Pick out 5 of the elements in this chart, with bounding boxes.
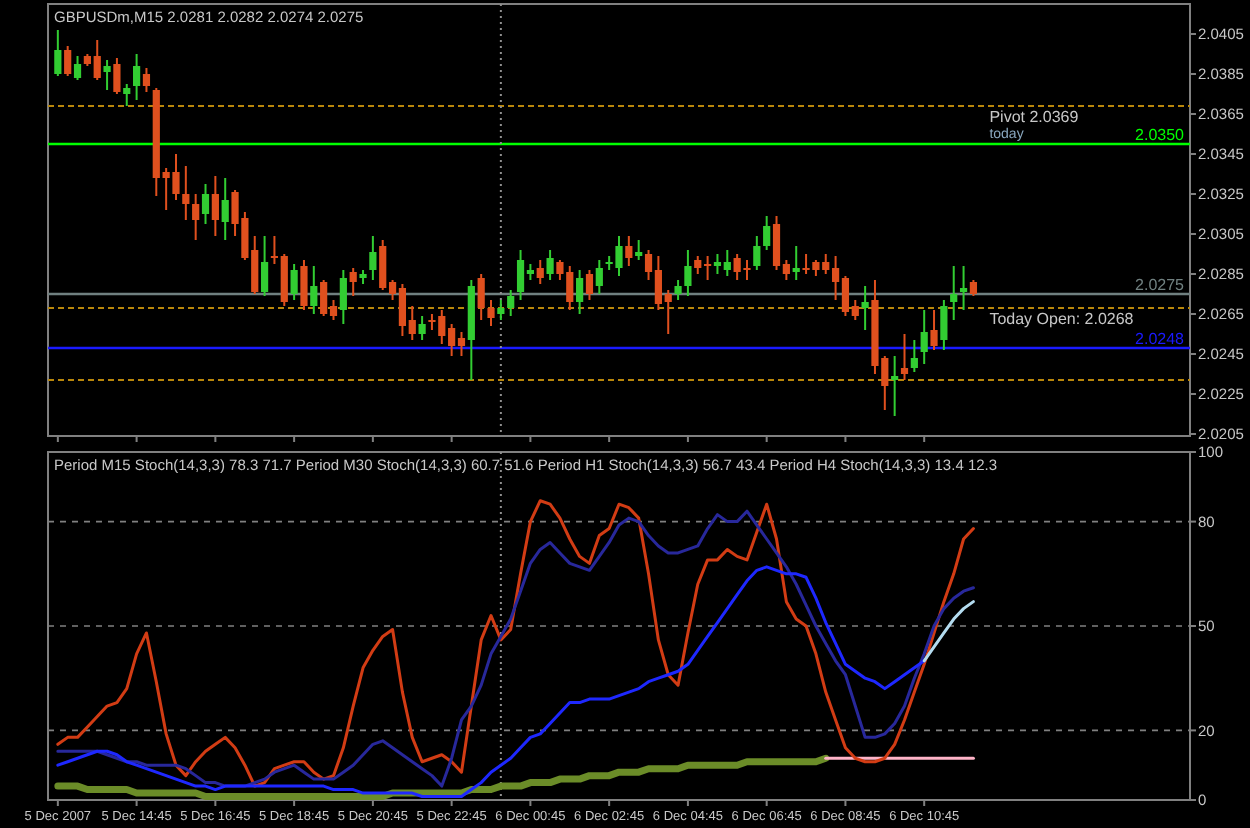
ref-line-label: Pivot 2.0369 xyxy=(989,108,1080,126)
ref-line-label: 2.0275 xyxy=(1135,276,1186,294)
ref-line-label: 2.0350 xyxy=(1135,126,1186,144)
ref-line-label: 2.0248 xyxy=(1135,330,1186,348)
ref-line-label: Today Open: 2.0268 xyxy=(989,310,1135,328)
